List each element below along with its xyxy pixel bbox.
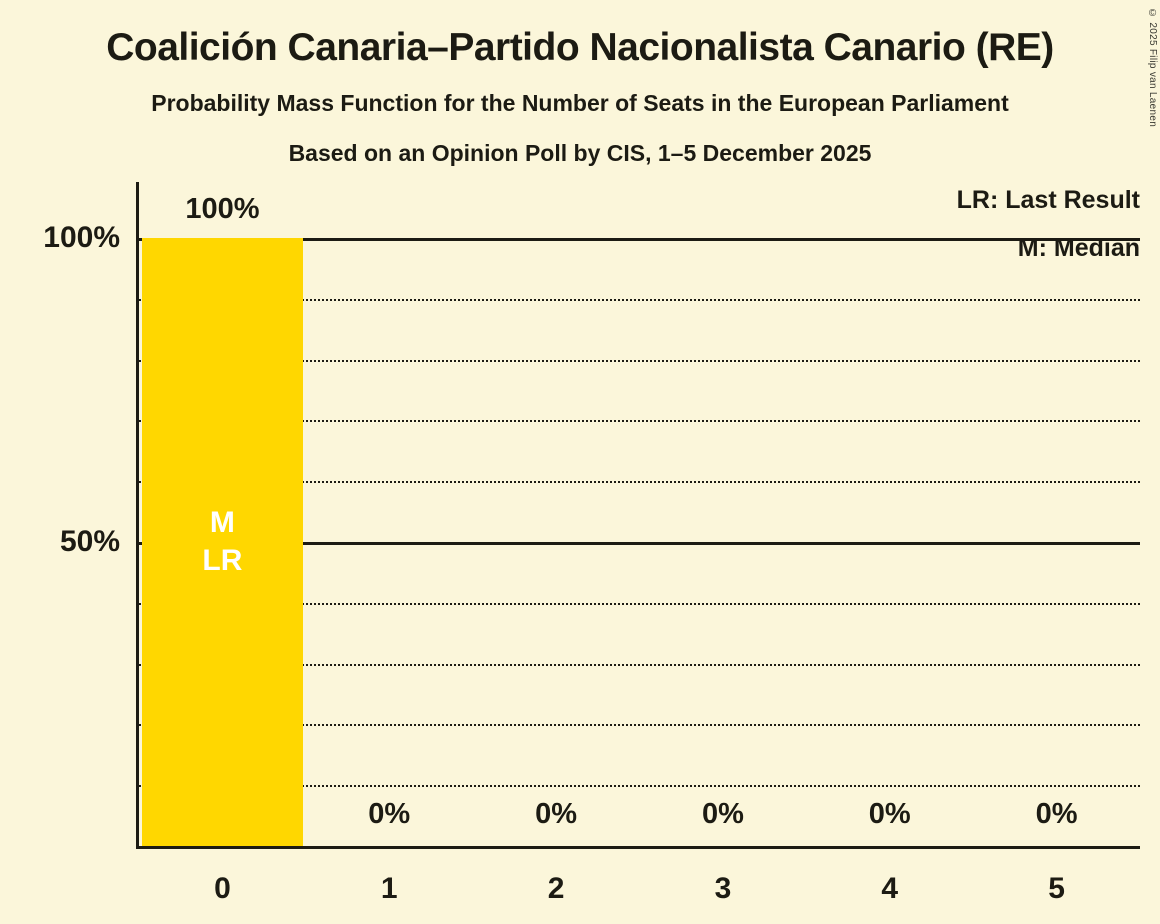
gridline-dotted-40	[139, 602, 1140, 605]
value-label-seats-5: 0%	[1035, 798, 1078, 830]
y-tick-label-100: 100%	[43, 221, 120, 254]
x-tick-label-2: 2	[547, 872, 565, 905]
value-label-seats-1: 0%	[368, 798, 411, 830]
value-label-seats-3: 0%	[701, 798, 744, 830]
legend-last-result: LR: Last Result	[956, 186, 1140, 214]
gridline-solid-50	[139, 542, 1140, 545]
bar-seats-0	[141, 238, 304, 846]
value-label-seats-2: 0%	[535, 798, 578, 830]
x-tick-label-5: 5	[1048, 872, 1065, 905]
x-axis	[136, 846, 1140, 849]
bar-annotation-line-m: M	[209, 506, 235, 539]
gridline-dotted-30	[139, 663, 1140, 666]
gridline-dotted-20	[139, 724, 1140, 727]
x-tick-label-4: 4	[881, 872, 899, 905]
chart-title: Coalición Canaria–Partido Nacionalista C…	[106, 26, 1054, 69]
value-label-seats-4: 0%	[868, 798, 911, 830]
value-label-seats-0: 100%	[185, 193, 260, 225]
gridline-dotted-70	[139, 420, 1140, 423]
copyright-notice: © 2025 Filip van Laenen	[1147, 8, 1158, 128]
chart-subtitle-poll-source: Based on an Opinion Poll by CIS, 1–5 Dec…	[288, 140, 872, 166]
gridline-dotted-10	[139, 785, 1140, 788]
y-axis	[136, 182, 139, 849]
plot-area: 100% 0% 0% 0% 0% 0% M LR	[139, 193, 1140, 846]
x-tick-label-1: 1	[380, 872, 398, 905]
gridline-solid-100	[139, 238, 1140, 241]
gridline-dotted-80	[139, 359, 1140, 362]
x-tick-label-3: 3	[714, 872, 732, 905]
bar-annotation-median-last-result: M LR	[202, 504, 242, 580]
y-tick-label-50: 50%	[59, 525, 120, 558]
chart-subtitle: Probability Mass Function for the Number…	[151, 90, 1009, 116]
gridline-dotted-60	[139, 481, 1140, 484]
bar-annotation-line-lr: LR	[202, 544, 243, 577]
x-tick-label-0: 0	[214, 872, 231, 905]
gridline-dotted-90	[139, 298, 1140, 301]
